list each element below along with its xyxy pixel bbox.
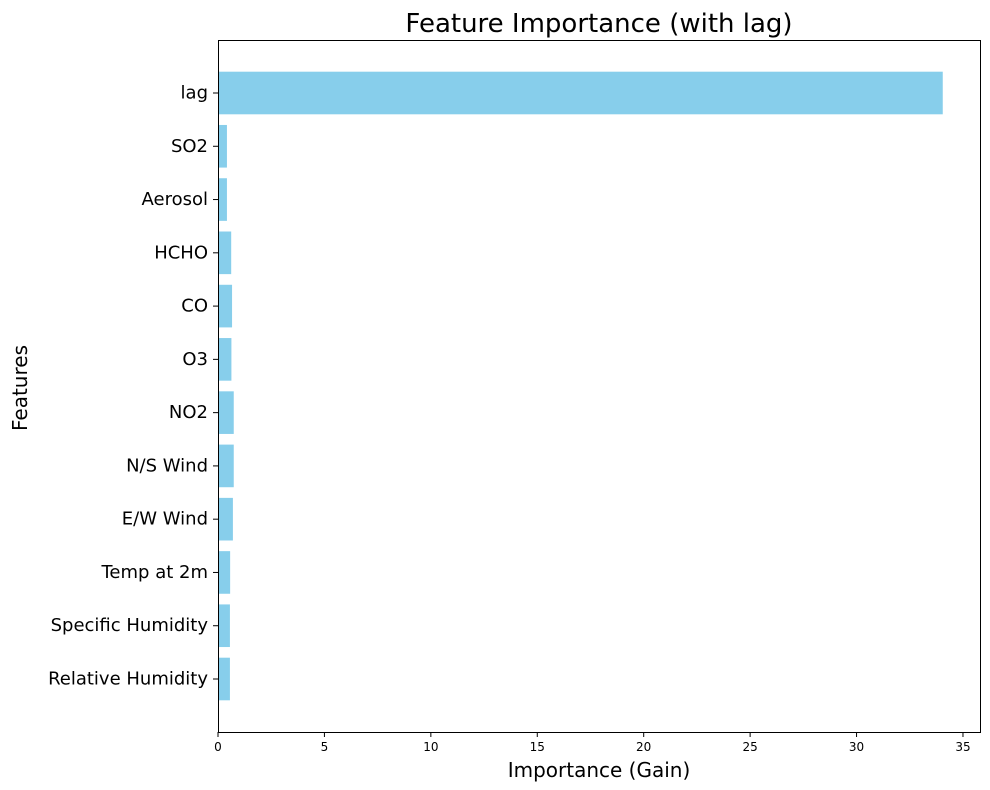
bar-no2 xyxy=(218,391,234,434)
x-tick-label: 5 xyxy=(321,740,329,754)
bar-hcho xyxy=(218,231,232,275)
y-tick-label: SO2 xyxy=(171,136,208,157)
bar-specific-humidity xyxy=(218,604,230,648)
y-axis-label: Features xyxy=(8,345,32,431)
chart-title: Feature Importance (with lag) xyxy=(405,9,792,39)
y-tick-label: O3 xyxy=(182,349,208,370)
y-tick-label: NO2 xyxy=(169,402,208,423)
x-tick-label: 15 xyxy=(530,740,545,754)
y-tick-label: N/S Wind xyxy=(126,455,208,476)
x-axis-ticks: 0 5 10 15 20 25 30 35 xyxy=(214,732,971,754)
y-axis-ticks: lag SO2 Aerosol HCHO CO O3 NO2 N/S Wind E/W Wind… xyxy=(48,83,218,690)
x-axis-label: Importance (Gain) xyxy=(508,758,691,782)
x-tick-label: 0 xyxy=(214,740,222,754)
y-tick-label: lag xyxy=(181,83,208,104)
bar-lag xyxy=(218,71,943,115)
bar-co xyxy=(218,284,233,328)
bar-so2 xyxy=(218,124,227,168)
x-tick-label: 10 xyxy=(423,740,438,754)
y-tick-label: E/W Wind xyxy=(122,509,208,530)
bar-e-w-wind xyxy=(218,497,233,541)
x-tick-label: 20 xyxy=(636,740,651,754)
x-tick-label: 25 xyxy=(742,740,757,754)
x-tick-label: 35 xyxy=(955,740,970,754)
plot-frame xyxy=(218,40,981,733)
bar-temp-at-2m xyxy=(218,551,231,594)
bars-group xyxy=(218,71,943,701)
bar-relative-humidity xyxy=(218,657,230,701)
y-tick-label: CO xyxy=(181,296,208,317)
y-tick-label: Temp at 2m xyxy=(101,562,209,583)
y-tick-label: HCHO xyxy=(154,242,208,263)
bar-n-s-wind xyxy=(218,444,234,488)
bar-aerosol xyxy=(218,178,227,221)
bar-o3 xyxy=(218,338,232,381)
x-tick-label: 30 xyxy=(849,740,864,754)
y-tick-label: Aerosol xyxy=(142,189,208,210)
y-tick-label: Relative Humidity xyxy=(48,669,208,690)
y-tick-label: Specific Humidity xyxy=(51,615,209,636)
